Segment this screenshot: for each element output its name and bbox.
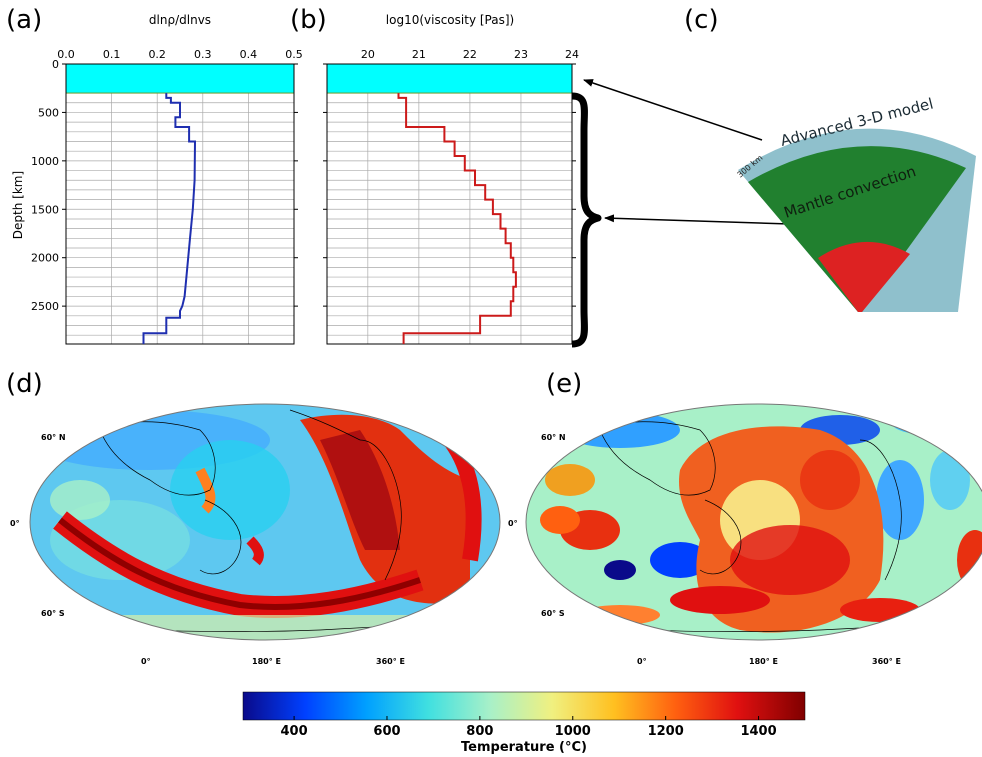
panel-e-lat-label-1: 0° xyxy=(508,519,518,528)
panel-a-grid xyxy=(65,63,295,344)
panel-label-c: (c) xyxy=(684,5,719,35)
panel-b-grid xyxy=(327,63,573,344)
panel-e-lat-label-0: 60° N xyxy=(541,433,566,442)
panel-a-lithosphere-band xyxy=(65,63,295,94)
arrow-to-mantle xyxy=(604,214,791,225)
panel-label-a: (a) xyxy=(6,5,42,35)
x-tick-label: 0.4 xyxy=(240,48,258,61)
panel-label-b: (b) xyxy=(290,5,327,35)
panel-e-lon-label-1: 180° E xyxy=(749,657,778,666)
y-tick-label: 1000 xyxy=(31,155,59,168)
wedge-core xyxy=(818,241,910,312)
x-tick-label: 0.2 xyxy=(148,48,166,61)
panel-e-map: 60° N 0° 60° S 0° 180° E 360° E xyxy=(508,403,982,666)
x-tick-label: 22 xyxy=(463,48,477,61)
panel-b-series-line xyxy=(397,93,517,344)
x-tick-label: 0.1 xyxy=(103,48,121,61)
panel-e-lon-label-0: 0° xyxy=(637,657,647,666)
panel-b-frame xyxy=(326,63,573,345)
temperature-colorbar: 400 600 800 1000 1200 1400 Temperature (°C) xyxy=(242,691,806,755)
panel-a-ticks: 0.0 0.1 0.2 0.3 0.4 0.5 0 500 1000 1500 2000 2500 xyxy=(31,48,303,313)
panel-label-d: (d) xyxy=(6,369,43,399)
panel-a-series-line xyxy=(142,93,197,344)
colorbar-ticks: 400 600 800 1000 1200 1400 xyxy=(281,716,777,739)
panel-d-lat-label-2: 60° S xyxy=(41,609,65,618)
colorbar-label: Temperature (°C) xyxy=(461,740,587,755)
colorbar-tick-label: 1200 xyxy=(648,724,684,739)
colorbar-tick-label: 1000 xyxy=(555,724,591,739)
x-tick-label: 0.3 xyxy=(194,48,212,61)
x-tick-label: 23 xyxy=(514,48,528,61)
x-tick-label: 20 xyxy=(361,48,375,61)
panel-d-lat-label-0: 60° N xyxy=(41,433,66,442)
colorbar-tick-label: 1400 xyxy=(740,724,776,739)
panel-b-ticks: 20 21 22 23 24 xyxy=(323,48,579,307)
panel-b-title: log10(viscosity [Pas]) xyxy=(386,13,514,27)
panel-a-chart: dlnρ/dlnvs Depth [km] 0.0 0.1 0.2 0.3 0.4 0.5… xyxy=(11,13,303,345)
panel-label-e: (e) xyxy=(546,369,582,399)
panel-d-lon-label-2: 360° E xyxy=(376,657,405,666)
panel-d-map: 60° N 0° 60° S 0° 180° E 360° E xyxy=(10,403,501,666)
colorbar-tick-label: 800 xyxy=(466,724,493,739)
x-tick-label: 0.0 xyxy=(57,48,75,61)
arrow-to-lithosphere xyxy=(583,79,763,141)
panel-b-chart: log10(viscosity [Pas]) 20 21 22 23 24 xyxy=(323,13,579,345)
panel-d-lat-label-1: 0° xyxy=(10,519,20,528)
y-tick-label: 500 xyxy=(38,106,59,119)
wedge-mantle xyxy=(748,146,966,312)
panel-b-lithosphere-band xyxy=(326,63,573,94)
x-tick-label: 24 xyxy=(565,48,579,61)
y-tick-label: 0 xyxy=(52,58,59,71)
x-tick-label: 0.5 xyxy=(285,48,303,61)
colorbar-tick-label: 400 xyxy=(281,724,308,739)
panel-a-ylabel: Depth [km] xyxy=(11,171,25,239)
panel-a-frame xyxy=(65,63,295,345)
panel-a-title: dlnρ/dlnvs xyxy=(149,13,211,27)
panel-d-lon-label-1: 180° E xyxy=(252,657,281,666)
x-tick-label: 21 xyxy=(412,48,426,61)
mantle-brace xyxy=(571,92,602,348)
panel-e-lon-label-2: 360° E xyxy=(872,657,901,666)
y-tick-label: 1500 xyxy=(31,203,59,216)
colorbar-gradient xyxy=(242,691,806,721)
colorbar-tick-label: 600 xyxy=(373,724,400,739)
panel-e-lat-label-2: 60° S xyxy=(541,609,565,618)
panel-d-lon-label-0: 0° xyxy=(141,657,151,666)
y-tick-label: 2000 xyxy=(31,252,59,265)
earth-wedge-diagram: Advanced 3-D model Mantle convection 300… xyxy=(736,94,976,312)
y-tick-label: 2500 xyxy=(31,300,59,313)
